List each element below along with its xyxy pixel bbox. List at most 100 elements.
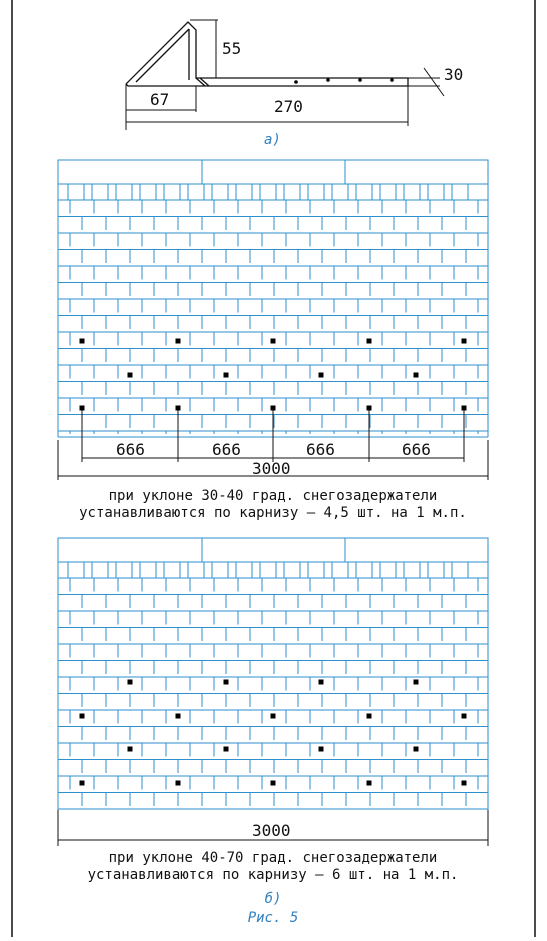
roof-tile-grid-a	[57, 159, 489, 438]
ridge-tab	[187, 183, 205, 200]
ridge-tab	[307, 561, 325, 578]
caption-b-line2: устанавливаются по карнизу – 6 шт. на 1 …	[88, 867, 459, 883]
ridge-tab	[403, 183, 421, 200]
caption-a-line2: устанавливаются по карнизу – 4,5 шт. на …	[79, 505, 467, 521]
caption-b-line1: при уклоне 40-70 град. снегозадержатели	[109, 850, 438, 866]
ridge-tab	[379, 183, 397, 200]
profile-joint-mark-2	[199, 77, 210, 87]
ridge-tab	[115, 183, 133, 200]
snow-guard-mark	[127, 372, 133, 378]
snow-guard-profile	[125, 19, 445, 130]
ridge-tab	[331, 561, 349, 578]
ridge-tab	[187, 561, 205, 578]
segment-label-2: 666	[212, 440, 241, 459]
snow-guard-mark	[223, 372, 229, 378]
snow-guard-mark	[366, 338, 372, 344]
snow-guard-mark	[175, 405, 181, 411]
part-label-b: б)	[265, 891, 282, 907]
profile-joint-mark	[195, 77, 206, 87]
ridge-tab	[91, 561, 109, 578]
ridge-tab	[67, 561, 85, 578]
ridge-tab	[403, 561, 421, 578]
part-label-a: а)	[264, 132, 281, 148]
snow-guard-mark	[223, 746, 229, 752]
thickness-label: 30	[444, 65, 463, 84]
snow-guard-marks-b	[79, 679, 467, 786]
ridge-tab	[235, 183, 253, 200]
snow-guard-mark	[461, 338, 467, 344]
snow-guard-marks-a	[79, 338, 467, 411]
ridge-tab	[355, 183, 373, 200]
snow-guard-mark	[127, 746, 133, 752]
profile-outline	[125, 21, 409, 87]
segment-label-3: 666	[306, 440, 335, 459]
snow-guard-mark	[270, 405, 276, 411]
segment-label-4: 666	[402, 440, 431, 459]
snow-guard-mark	[270, 338, 276, 344]
snow-guard-mark	[413, 746, 419, 752]
ridge-tab	[91, 183, 109, 200]
ridge-tab	[163, 561, 181, 578]
snow-guard-mark	[318, 746, 324, 752]
ridge-tab	[451, 183, 469, 200]
total-label-b: 3000	[252, 821, 291, 840]
snow-guard-mark	[79, 780, 85, 786]
snow-guard-mark	[318, 679, 324, 685]
ridge-band	[57, 159, 489, 185]
ridge-tab	[139, 183, 157, 200]
snow-guard-mark	[270, 713, 276, 719]
base-label: 67	[150, 90, 169, 109]
ridge-tab	[283, 561, 301, 578]
snow-guard-mark	[366, 713, 372, 719]
ridge-tab	[451, 561, 469, 578]
snow-guard-mark	[223, 679, 229, 685]
ridge-tab	[211, 183, 229, 200]
caption-a-line1: при уклоне 30-40 град. снегозадержатели	[109, 488, 438, 504]
ridge-tab	[139, 561, 157, 578]
length-label: 270	[274, 97, 303, 116]
snow-guard-mark	[413, 679, 419, 685]
ridge-tab	[427, 183, 445, 200]
ridge-tab	[235, 561, 253, 578]
figure-label: Рис. 5	[248, 910, 299, 926]
total-label-a: 3000	[252, 459, 291, 478]
snow-guard-mark	[175, 338, 181, 344]
ridge-tab	[163, 183, 181, 200]
snow-guard-mark	[79, 713, 85, 719]
snow-guard-mark	[79, 405, 85, 411]
profile-inner-diagonal	[135, 28, 190, 83]
ridge-band	[57, 537, 489, 563]
dimension-lines-b	[57, 810, 489, 846]
snow-guard-mark	[461, 780, 467, 786]
ridge-tab	[259, 561, 277, 578]
snow-guard-mark	[175, 713, 181, 719]
snow-guard-mark	[413, 372, 419, 378]
ridge-tab	[259, 183, 277, 200]
ridge-tab	[115, 561, 133, 578]
ridge-tab	[67, 183, 85, 200]
snow-guard-mark	[366, 780, 372, 786]
snow-guard-mark	[175, 780, 181, 786]
snow-guard-mark	[127, 679, 133, 685]
snow-guard-mark	[270, 780, 276, 786]
snow-guard-mark	[79, 338, 85, 344]
snow-guard-mark	[318, 372, 324, 378]
ridge-tab	[307, 183, 325, 200]
ridge-tab	[283, 183, 301, 200]
segment-label-1: 666	[116, 440, 145, 459]
ridge-tab	[379, 561, 397, 578]
snow-guard-mark	[461, 405, 467, 411]
thickness-tick	[423, 67, 445, 97]
snow-guard-mark	[366, 405, 372, 411]
snow-guard-mark	[461, 713, 467, 719]
ridge-tab	[331, 183, 349, 200]
roof-tile-grid-b	[57, 537, 489, 810]
ridge-tab	[211, 561, 229, 578]
ridge-tab	[427, 561, 445, 578]
ridge-tab	[355, 561, 373, 578]
profile-holes	[294, 78, 394, 84]
dimension-lines-a	[57, 410, 489, 480]
height-label: 55	[222, 39, 241, 58]
